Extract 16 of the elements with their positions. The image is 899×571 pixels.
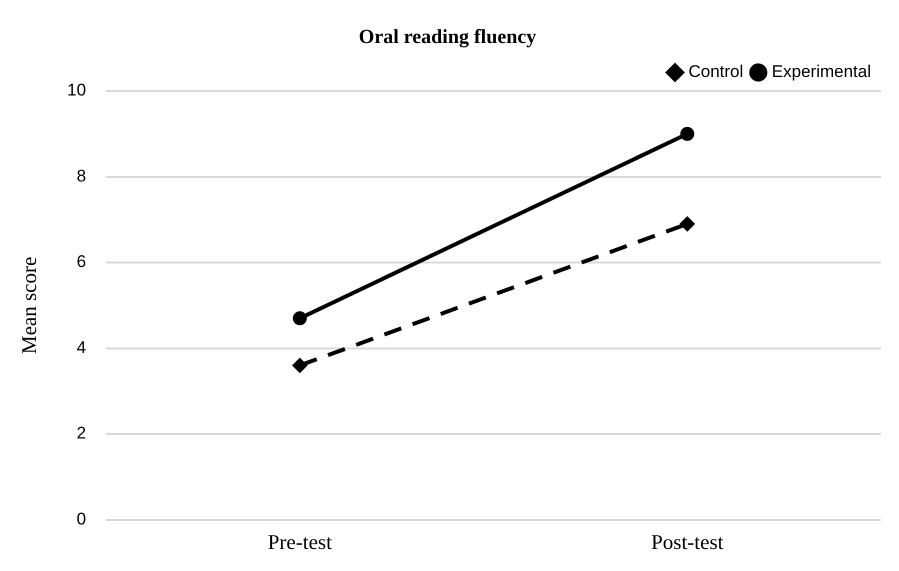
legend-label: Experimental xyxy=(772,62,872,82)
y-tick-label: 4 xyxy=(76,338,86,357)
point xyxy=(680,216,694,231)
y-tick-label: 0 xyxy=(76,509,86,528)
chart-title: Oral reading fluency xyxy=(358,26,536,48)
x-tick-label: Post-test xyxy=(651,530,724,554)
y-tick-label: 8 xyxy=(76,166,86,186)
y-tick-label: 10 xyxy=(67,80,86,100)
y-axis-title: Mean score xyxy=(17,256,42,354)
x-tick-label: Pre-test xyxy=(268,530,332,554)
legend-label: Control xyxy=(688,62,744,82)
y-tick-label: 6 xyxy=(76,252,86,272)
point xyxy=(292,358,307,372)
point xyxy=(292,311,307,326)
point xyxy=(680,126,694,141)
y-tick-label: 2 xyxy=(76,424,86,443)
